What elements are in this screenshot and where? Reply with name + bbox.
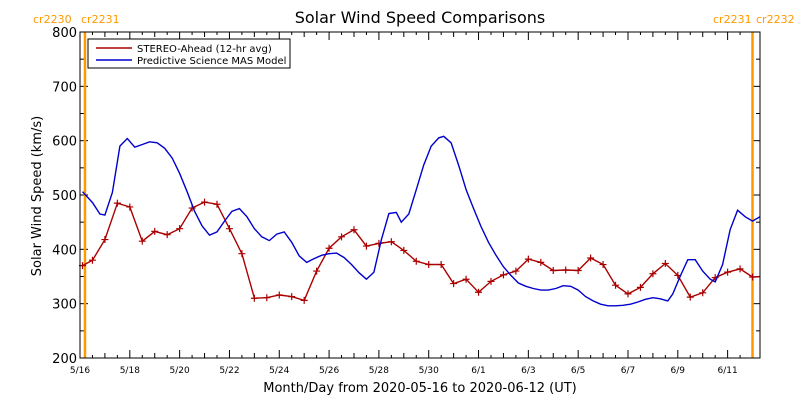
y-tick-label: 300	[52, 298, 77, 313]
y-tick-label: 500	[52, 189, 77, 204]
legend-entry-stereo: STEREO-Ahead (12-hr avg)	[137, 44, 272, 55]
x-tick-label: 6/11	[718, 366, 738, 376]
series-point-stereo	[387, 238, 395, 246]
series-point-stereo	[263, 294, 271, 302]
series-point-stereo	[462, 275, 470, 283]
chart-title: Solar Wind Speed Comparisons	[295, 8, 546, 27]
series-point-stereo	[288, 293, 296, 301]
y-tick-label: 400	[52, 243, 77, 258]
series-point-stereo	[126, 203, 134, 211]
series-point-stereo	[225, 225, 233, 233]
series-point-stereo	[549, 267, 557, 275]
plot-area: 200 300 400 500 600 700 800 5/16 5/18 5/20 5/22 5/2…	[52, 26, 761, 376]
series-point-stereo	[599, 261, 607, 269]
series-line-mas-model	[81, 135, 760, 307]
series-point-stereo	[88, 256, 96, 264]
series-point-stereo	[250, 294, 258, 302]
series-point-stereo	[201, 198, 209, 206]
series-point-stereo	[661, 259, 669, 267]
series-point-stereo	[163, 231, 171, 239]
series-point-stereo	[499, 271, 507, 279]
series-point-stereo	[574, 267, 582, 275]
series-point-stereo	[736, 265, 744, 273]
series-point-stereo	[101, 236, 109, 244]
series-point-stereo	[649, 270, 657, 278]
series-point-stereo	[686, 293, 694, 301]
series-point-stereo	[138, 237, 146, 245]
x-tick-label: 6/5	[571, 366, 585, 376]
series-point-stereo	[151, 227, 159, 235]
series-point-stereo	[412, 257, 420, 265]
series-point-stereo	[113, 199, 121, 207]
x-tick-label: 5/18	[120, 366, 140, 376]
series-point-stereo	[437, 261, 445, 269]
plot-frame	[79, 31, 761, 359]
series-point-stereo	[350, 226, 358, 234]
series-point-stereo	[425, 261, 433, 269]
x-tick-label: 5/20	[170, 366, 190, 376]
series-point-stereo	[400, 246, 408, 254]
x-tick-label: 6/9	[671, 366, 686, 376]
series-point-stereo	[238, 250, 246, 258]
x-tick-label: 5/26	[319, 366, 339, 376]
y-axis-label: Solar Wind Speed (km/s)	[30, 116, 45, 276]
x-tick-label: 5/28	[369, 366, 389, 376]
x-tick-label: 5/16	[70, 366, 90, 376]
carrington-label-left-end: cr2231	[81, 13, 120, 26]
legend: STEREO-Ahead (12-hr avg) Predictive Scie…	[87, 38, 291, 69]
series-point-stereo	[524, 255, 532, 263]
series-point-stereo	[624, 290, 632, 298]
series-point-stereo	[213, 200, 221, 208]
series-point-stereo	[724, 268, 732, 276]
series-point-stereo	[300, 296, 308, 304]
series-point-stereo	[176, 225, 184, 233]
series-point-stereo	[562, 266, 570, 274]
series-point-stereo	[487, 277, 495, 285]
series-point-stereo	[537, 258, 545, 266]
series-point-stereo	[512, 267, 520, 275]
series-point-stereo	[587, 254, 595, 262]
y-tick-label: 200	[52, 352, 77, 367]
carrington-label-right-end: cr2232	[756, 13, 795, 26]
y-tick-label: 800	[52, 26, 77, 41]
series-point-stereo	[450, 280, 458, 288]
series-point-stereo	[699, 289, 707, 297]
series-line-stereo	[82, 201, 760, 302]
series-point-stereo	[749, 273, 757, 281]
series-point-stereo	[325, 244, 333, 252]
x-tick-label: 6/7	[621, 366, 635, 376]
y-tick-label: 600	[52, 135, 77, 150]
x-tick-label: 6/3	[521, 366, 535, 376]
x-tick-label: 6/1	[471, 366, 485, 376]
series-point-stereo	[338, 233, 346, 241]
legend-entry-mas-model: Predictive Science MAS Model	[137, 56, 286, 67]
x-tick-label: 5/30	[419, 366, 439, 376]
series-point-stereo	[612, 281, 620, 289]
x-axis-label: Month/Day from 2020-05-16 to 2020-06-12 …	[263, 381, 576, 396]
series-point-stereo	[362, 242, 370, 250]
series-point-stereo	[313, 267, 321, 275]
carrington-label-left-start: cr2230	[33, 13, 72, 26]
carrington-label-right-start: cr2231	[713, 13, 752, 26]
series-point-stereo	[275, 291, 283, 299]
series-point-stereo	[475, 288, 483, 296]
x-tick-label: 5/22	[219, 366, 239, 376]
y-tick-label: 700	[52, 80, 77, 95]
series-point-stereo	[636, 283, 644, 291]
x-tick-label: 5/24	[269, 366, 289, 376]
